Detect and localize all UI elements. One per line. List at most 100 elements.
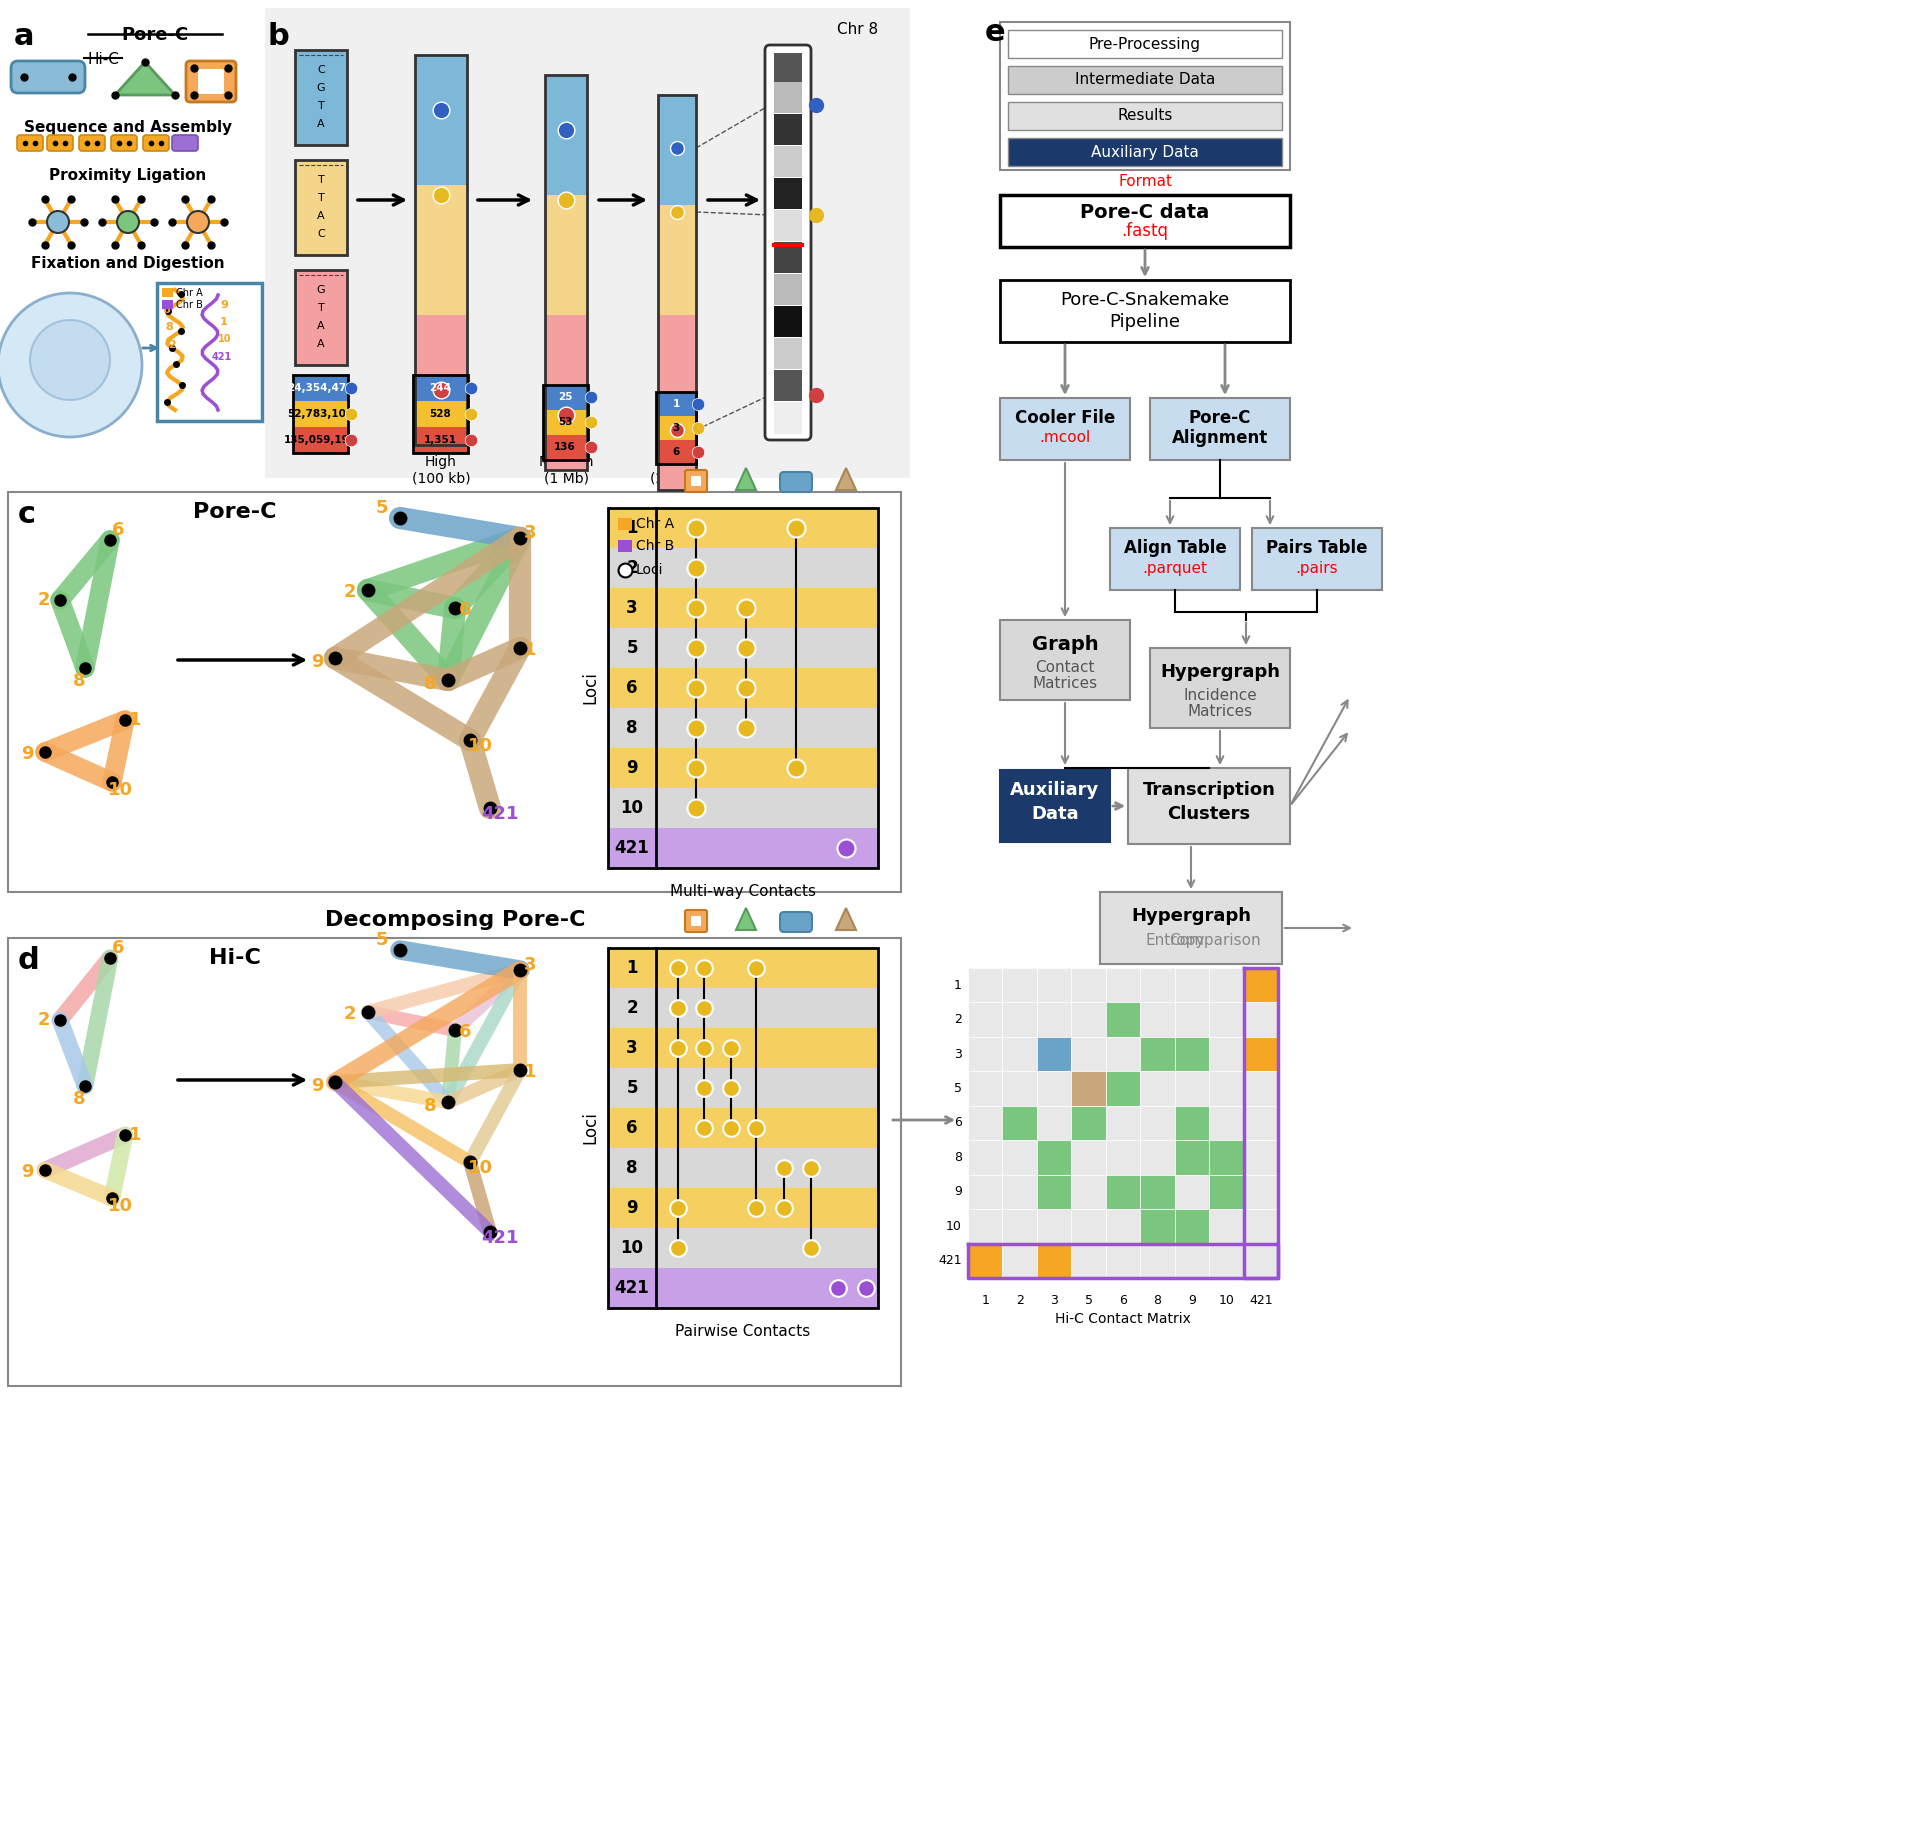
Bar	[1002, 1210, 1037, 1244]
Circle shape	[31, 321, 109, 401]
Circle shape	[0, 293, 142, 437]
Text: 2: 2	[344, 1006, 357, 1022]
Bar	[968, 1106, 1002, 1141]
Bar	[1210, 1071, 1244, 1106]
Text: 1: 1	[221, 317, 228, 326]
Bar	[1210, 1106, 1244, 1141]
Bar	[1150, 397, 1290, 459]
Text: Loci: Loci	[582, 672, 599, 705]
Bar	[774, 242, 803, 273]
Bar	[1175, 1175, 1210, 1210]
Text: .mcool: .mcool	[1039, 430, 1091, 446]
Bar	[1071, 1175, 1106, 1210]
Bar	[1071, 1106, 1106, 1141]
FancyBboxPatch shape	[780, 913, 812, 933]
Bar	[415, 55, 467, 186]
Bar	[774, 403, 803, 434]
Text: 6: 6	[459, 1022, 470, 1040]
Text: 9: 9	[21, 1162, 33, 1181]
Text: Loci: Loci	[636, 563, 664, 578]
Text: Format: Format	[1117, 173, 1171, 189]
Text: 3: 3	[1050, 1294, 1058, 1306]
Text: Decomposing Pore-C: Decomposing Pore-C	[324, 909, 586, 929]
Text: 3: 3	[672, 423, 680, 434]
Text: Fixation and Digestion: Fixation and Digestion	[31, 257, 225, 271]
Bar	[545, 75, 588, 470]
Bar	[1129, 769, 1290, 844]
Bar	[294, 401, 348, 426]
Bar	[1210, 1244, 1244, 1277]
FancyBboxPatch shape	[685, 470, 707, 492]
Bar	[1071, 1210, 1106, 1244]
Bar	[1000, 195, 1290, 248]
Text: Pore-C-Snakemake: Pore-C-Snakemake	[1060, 292, 1229, 310]
Bar	[774, 146, 803, 177]
Bar	[543, 435, 588, 459]
Text: 421: 421	[482, 805, 518, 824]
Text: Transcription: Transcription	[1142, 782, 1275, 800]
FancyBboxPatch shape	[111, 135, 136, 151]
Text: 1: 1	[981, 1294, 989, 1306]
FancyBboxPatch shape	[691, 476, 701, 486]
Bar	[265, 7, 910, 477]
Bar	[1002, 967, 1037, 1002]
Text: d: d	[17, 946, 40, 975]
Text: Loci: Loci	[582, 1111, 599, 1144]
Bar	[1037, 967, 1071, 1002]
Bar	[609, 1028, 877, 1068]
Bar	[1000, 397, 1131, 459]
Text: 9: 9	[221, 301, 228, 310]
Text: Pore-C: Pore-C	[194, 503, 276, 521]
Polygon shape	[835, 468, 856, 490]
Text: 2: 2	[38, 590, 50, 609]
Bar	[1244, 1002, 1279, 1037]
Text: Pore-C: Pore-C	[121, 26, 188, 44]
Bar	[1244, 1175, 1279, 1210]
Text: 10: 10	[219, 333, 232, 344]
Bar	[1037, 1071, 1071, 1106]
Bar	[609, 1268, 877, 1308]
Bar	[413, 401, 468, 426]
Bar	[1150, 649, 1290, 729]
Text: Entropy: Entropy	[1146, 933, 1204, 947]
Bar	[415, 55, 467, 445]
Text: Chr A: Chr A	[177, 288, 204, 299]
Bar	[1244, 1037, 1279, 1071]
Text: Comparison: Comparison	[1169, 933, 1261, 947]
Bar	[774, 82, 803, 113]
Text: 9: 9	[1188, 1294, 1196, 1306]
Bar	[157, 282, 261, 421]
Text: Cooler File: Cooler File	[1016, 408, 1116, 426]
FancyBboxPatch shape	[780, 472, 812, 492]
Bar	[1210, 967, 1244, 1002]
Bar	[609, 709, 877, 749]
Text: .pairs: .pairs	[1296, 561, 1338, 576]
Text: 6: 6	[626, 680, 637, 698]
Bar	[161, 301, 173, 310]
Text: 6: 6	[111, 521, 125, 539]
Bar	[1210, 1175, 1244, 1210]
Text: 421: 421	[1250, 1294, 1273, 1306]
Text: 1: 1	[129, 711, 142, 729]
Bar	[1244, 1071, 1279, 1106]
Bar	[545, 75, 588, 195]
Text: 9: 9	[21, 745, 33, 763]
Text: 6: 6	[954, 1117, 962, 1130]
Text: 2: 2	[626, 998, 637, 1017]
Text: 3: 3	[524, 957, 536, 975]
Bar	[1244, 1106, 1279, 1141]
Bar	[1106, 1210, 1140, 1244]
Bar	[609, 1148, 877, 1188]
Text: A: A	[317, 118, 324, 129]
FancyBboxPatch shape	[186, 60, 236, 102]
Text: Results: Results	[1117, 109, 1173, 124]
Bar	[1008, 66, 1283, 95]
Polygon shape	[835, 907, 856, 929]
Bar	[609, 589, 877, 629]
Bar	[294, 375, 348, 454]
Text: 10: 10	[947, 1221, 962, 1233]
Text: Align Table: Align Table	[1123, 539, 1227, 558]
Text: 5: 5	[1085, 1294, 1092, 1306]
Bar	[1140, 1071, 1175, 1106]
FancyBboxPatch shape	[46, 135, 73, 151]
